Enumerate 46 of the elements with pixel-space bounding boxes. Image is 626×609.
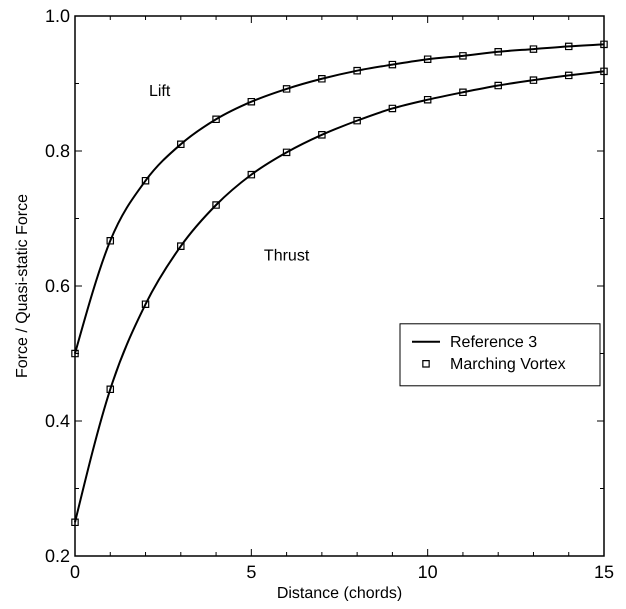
point — [388, 104, 396, 112]
point — [600, 68, 608, 76]
y-tick-label: 0.2 — [44, 546, 70, 566]
y-tick-label: 0.8 — [44, 141, 70, 161]
point — [106, 237, 114, 245]
point — [564, 72, 572, 80]
point — [424, 55, 432, 63]
point — [388, 60, 396, 68]
x-tick-label: 5 — [246, 562, 256, 582]
point — [459, 88, 467, 96]
point — [71, 518, 79, 526]
y-tick-label: 0.6 — [44, 276, 70, 296]
point — [212, 116, 220, 124]
point — [212, 201, 220, 209]
point — [106, 386, 114, 394]
x-tick-label: 15 — [594, 562, 614, 582]
annotation: Thrust — [264, 248, 310, 265]
legend-label: Reference 3 — [450, 334, 538, 351]
point — [142, 176, 150, 184]
point — [177, 140, 185, 148]
x-tick-label: 0 — [70, 562, 80, 582]
legend-label: Marching Vortex — [450, 356, 566, 373]
x-tick-label: 10 — [418, 562, 438, 582]
point — [248, 170, 256, 178]
point — [318, 75, 326, 83]
point — [494, 48, 502, 56]
point — [530, 45, 538, 53]
point — [282, 148, 290, 156]
y-tick-label: 1.0 — [44, 6, 70, 26]
point — [177, 242, 185, 250]
point — [424, 96, 432, 104]
point — [600, 40, 608, 48]
annotation: Lift — [148, 82, 171, 100]
point — [282, 85, 290, 93]
point — [142, 300, 150, 308]
point — [248, 98, 256, 106]
point — [353, 66, 361, 74]
x-axis-title: Distance (chords) — [276, 585, 402, 602]
point — [459, 52, 467, 60]
y-axis-title: Force / Quasi-static Force — [14, 194, 31, 378]
point — [353, 116, 361, 124]
point — [564, 42, 572, 50]
point — [318, 131, 326, 139]
point — [530, 76, 538, 84]
point — [494, 82, 502, 90]
y-tick-label: 0.4 — [44, 411, 70, 431]
